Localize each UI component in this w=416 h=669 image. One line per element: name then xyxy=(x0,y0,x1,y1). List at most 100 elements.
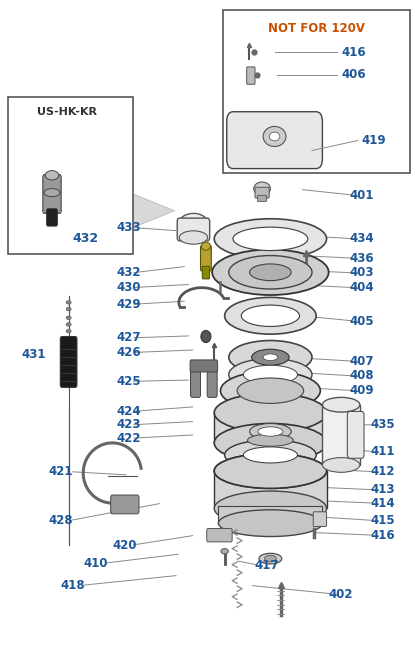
Ellipse shape xyxy=(229,256,312,289)
Ellipse shape xyxy=(179,213,208,232)
Ellipse shape xyxy=(66,322,71,326)
Text: 429: 429 xyxy=(116,298,141,311)
Ellipse shape xyxy=(258,427,283,436)
FancyBboxPatch shape xyxy=(313,512,327,527)
FancyBboxPatch shape xyxy=(60,337,77,387)
Ellipse shape xyxy=(229,359,312,391)
Ellipse shape xyxy=(214,219,327,259)
Ellipse shape xyxy=(179,231,208,244)
Text: 402: 402 xyxy=(329,587,353,601)
Ellipse shape xyxy=(270,132,280,140)
Text: 419: 419 xyxy=(362,134,386,147)
Text: 421: 421 xyxy=(48,465,72,478)
Ellipse shape xyxy=(66,316,71,319)
FancyBboxPatch shape xyxy=(47,209,57,226)
Ellipse shape xyxy=(250,264,291,281)
Ellipse shape xyxy=(214,454,327,488)
Bar xyxy=(8,97,133,254)
Text: 418: 418 xyxy=(60,579,85,592)
Bar xyxy=(223,10,410,173)
FancyBboxPatch shape xyxy=(347,411,364,458)
Ellipse shape xyxy=(66,300,71,304)
Text: 420: 420 xyxy=(113,539,137,552)
Text: 406: 406 xyxy=(341,68,366,82)
Text: 422: 422 xyxy=(117,432,141,445)
Text: 428: 428 xyxy=(48,514,73,527)
Text: 405: 405 xyxy=(349,314,374,328)
Ellipse shape xyxy=(66,307,71,310)
Text: 403: 403 xyxy=(350,266,374,280)
Ellipse shape xyxy=(263,126,286,147)
FancyBboxPatch shape xyxy=(258,195,267,201)
Text: 401: 401 xyxy=(350,189,374,202)
FancyBboxPatch shape xyxy=(191,365,201,397)
Text: 414: 414 xyxy=(370,496,395,510)
Text: 431: 431 xyxy=(21,348,45,361)
Text: 410: 410 xyxy=(84,557,108,570)
Text: 404: 404 xyxy=(349,281,374,294)
Text: 424: 424 xyxy=(116,405,141,418)
Text: 433: 433 xyxy=(117,221,141,234)
Ellipse shape xyxy=(233,227,308,250)
Ellipse shape xyxy=(212,250,329,295)
Ellipse shape xyxy=(254,182,270,195)
FancyBboxPatch shape xyxy=(190,360,218,372)
FancyBboxPatch shape xyxy=(207,365,217,397)
Ellipse shape xyxy=(214,423,327,462)
Bar xyxy=(214,413,327,443)
Text: 434: 434 xyxy=(349,232,374,246)
Ellipse shape xyxy=(66,329,71,332)
FancyBboxPatch shape xyxy=(111,495,139,514)
Ellipse shape xyxy=(214,491,327,526)
Ellipse shape xyxy=(259,553,282,564)
FancyBboxPatch shape xyxy=(202,266,210,279)
Ellipse shape xyxy=(214,393,327,432)
Text: 412: 412 xyxy=(371,465,395,478)
Text: 425: 425 xyxy=(116,375,141,388)
Text: 415: 415 xyxy=(370,514,395,527)
Text: 413: 413 xyxy=(371,483,395,496)
Text: 427: 427 xyxy=(117,331,141,345)
Text: NOT FOR 120V: NOT FOR 120V xyxy=(267,22,365,35)
Ellipse shape xyxy=(218,510,322,537)
Bar xyxy=(214,471,327,508)
Text: 432: 432 xyxy=(117,266,141,280)
Text: 432: 432 xyxy=(72,232,98,246)
Ellipse shape xyxy=(214,454,327,488)
Text: 423: 423 xyxy=(117,418,141,432)
Text: US-HK-KR: US-HK-KR xyxy=(37,107,97,117)
Ellipse shape xyxy=(250,423,291,440)
FancyBboxPatch shape xyxy=(201,246,211,271)
Text: 430: 430 xyxy=(117,281,141,294)
Bar xyxy=(322,405,360,465)
Text: 411: 411 xyxy=(371,445,395,458)
Ellipse shape xyxy=(220,371,320,410)
Ellipse shape xyxy=(201,242,210,250)
Ellipse shape xyxy=(243,365,297,384)
Ellipse shape xyxy=(44,189,60,197)
Text: 407: 407 xyxy=(350,355,374,368)
Ellipse shape xyxy=(225,297,316,334)
Ellipse shape xyxy=(241,305,300,326)
Ellipse shape xyxy=(201,330,211,343)
FancyBboxPatch shape xyxy=(177,218,210,241)
Ellipse shape xyxy=(243,447,297,463)
Ellipse shape xyxy=(263,354,277,361)
Ellipse shape xyxy=(237,378,304,403)
Text: 408: 408 xyxy=(349,369,374,383)
Polygon shape xyxy=(133,194,175,227)
Ellipse shape xyxy=(45,171,59,180)
FancyBboxPatch shape xyxy=(43,175,61,213)
Bar xyxy=(218,506,322,523)
FancyBboxPatch shape xyxy=(247,67,255,84)
Ellipse shape xyxy=(229,341,312,374)
Ellipse shape xyxy=(322,397,360,412)
FancyBboxPatch shape xyxy=(207,529,232,542)
Ellipse shape xyxy=(265,555,276,562)
Text: 436: 436 xyxy=(349,252,374,265)
Text: 416: 416 xyxy=(370,529,395,542)
Text: 417: 417 xyxy=(254,559,278,572)
Ellipse shape xyxy=(248,434,293,446)
Text: 416: 416 xyxy=(341,45,366,59)
Text: 426: 426 xyxy=(116,346,141,359)
